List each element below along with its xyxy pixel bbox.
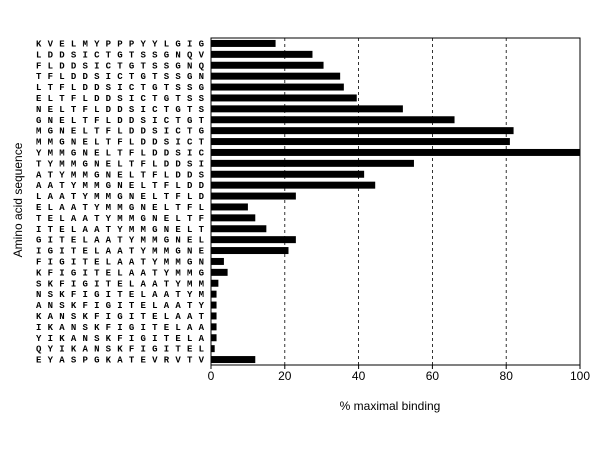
bar [211, 61, 324, 69]
y-tick-label: NSKFIGITELAATYM [36, 290, 204, 300]
bar [211, 116, 455, 124]
y-axis-title: Amino acid sequence [11, 142, 25, 257]
y-tick-label: IKANSKFIGITELAA [36, 323, 205, 333]
bar [211, 356, 256, 364]
bar [211, 312, 217, 320]
y-tick-label: TYMMGNELTFLDDSI [36, 159, 204, 169]
y-tick-label: KVELMYPPPYYLGIG [36, 39, 204, 49]
bar [211, 203, 248, 211]
bar [211, 148, 580, 156]
y-tick-label: KFIGITELAATYMMG [36, 268, 204, 278]
y-tick-label: ANSKFIGITELAATY [36, 301, 205, 311]
plot-frame [210, 37, 581, 366]
y-tick-label: ELAATYMMGNELTFL [36, 203, 204, 213]
bar [211, 214, 256, 222]
y-tick-label: TELAATYMMGNELTF [36, 214, 204, 224]
y-tick-label: GITELAATYMMGNEL [36, 236, 204, 246]
y-tick-label: LTFLDDSICTGTSSG [36, 83, 204, 93]
y-tick-label: EYASPGKATEVRVTV [36, 356, 205, 366]
bar [211, 301, 217, 309]
y-tick-label: LDDSICTGTSSGNQV [36, 50, 205, 60]
y-tick-label: AATYMMGNELTFLDD [36, 181, 205, 191]
y-tick-label: YIKANSKFIGITELA [36, 334, 205, 344]
y-tick-label: GNELTFLDDSICTGT [36, 116, 205, 126]
bar [211, 83, 344, 91]
y-tick-label: KANSKFIGITELAAT [36, 312, 205, 322]
bar [211, 72, 341, 80]
bar [211, 39, 276, 47]
x-axis-title: % maximal binding [340, 399, 441, 413]
bar [211, 279, 219, 287]
y-tick-label: ITELAATYMMGNELT [36, 225, 205, 235]
bar [211, 94, 357, 102]
x-tick-label: 0 [208, 369, 215, 383]
y-tick-label: ATYMMGNELTFLDDS [36, 170, 205, 180]
y-tick-label: FLDDSICTGTSSGNQ [36, 61, 205, 71]
y-tick-label: IGITELAATYMMGNE [36, 247, 205, 257]
bar [211, 236, 296, 244]
bar [211, 138, 510, 146]
bar [211, 225, 267, 233]
x-tick-label: 80 [500, 369, 514, 383]
y-tick-label: QYIKANSKFIGITEL [36, 345, 204, 355]
y-tick-label: SKFIGITELAATYMM [36, 279, 204, 289]
y-tick-label: LAATYMMGNELTFLD [36, 192, 205, 202]
bar [211, 170, 365, 178]
y-tick-label: MGNELTFLDDSICTG [36, 127, 204, 137]
x-tick-label: 40 [352, 369, 366, 383]
bar [211, 323, 217, 331]
y-tick-label: TFLDDSICTGTSSGN [36, 72, 204, 82]
y-tick-label: ELTFLDDSICTGTSS [36, 94, 205, 104]
x-tick-label: 100 [570, 369, 590, 383]
x-tick-label: 60 [426, 369, 440, 383]
y-tick-label: YMMGNELTFLDDSIC [36, 148, 205, 158]
bar [211, 268, 228, 276]
y-tick-label: NELTFLDDSICTGTS [36, 105, 205, 115]
bar [211, 181, 376, 189]
bar [211, 50, 313, 58]
bar [211, 105, 403, 113]
bar [211, 290, 217, 298]
bar [211, 247, 289, 255]
bar [211, 192, 296, 200]
bar [211, 345, 215, 353]
y-tick-label: FIGITELAATYMMGN [36, 257, 204, 267]
y-tick-label: MMGNELTFLDDSICT [36, 138, 205, 148]
x-tick-label: 20 [278, 369, 292, 383]
bar [211, 257, 224, 265]
bar [211, 159, 414, 167]
bar [211, 127, 514, 135]
bar [211, 334, 217, 342]
